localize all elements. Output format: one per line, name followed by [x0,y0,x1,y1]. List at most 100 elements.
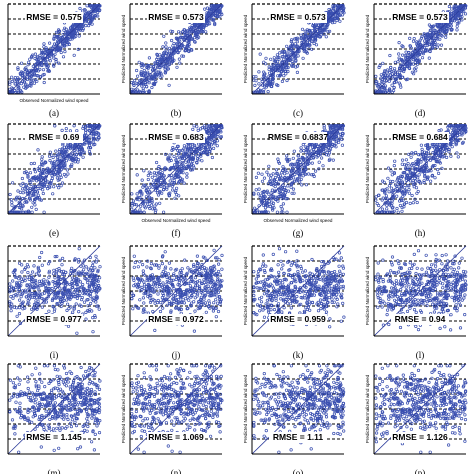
scatter-point [299,149,303,153]
scatter-point [437,171,441,175]
scatter-point [404,163,408,167]
scatter-point [285,44,289,48]
scatter-point [16,66,20,70]
scatter-point [460,12,464,16]
scatter-point [90,309,94,313]
scatter-point [219,4,223,8]
scatter-point [85,4,89,8]
scatter-point [197,35,201,39]
scatter-point [380,207,384,211]
scatter-point [314,169,318,173]
scatter-point [451,140,455,144]
scatter-point [162,210,166,214]
scatter-point [60,256,65,260]
scatter-point [42,60,46,64]
scatter-point [98,265,102,269]
scatter-point [301,56,305,60]
scatter-point [254,175,258,179]
scatter-point [10,75,14,79]
scatter-point [24,86,28,90]
scatter-point [96,14,100,18]
scatter-point [404,158,408,162]
scatter-point [218,8,222,12]
scatter-point [133,78,137,83]
scatter-point [171,30,175,34]
scatter-point [77,257,81,262]
scatter-point [175,50,180,54]
scatter-point [166,272,170,276]
scatter-point [38,75,43,79]
scatter-point [145,64,149,68]
scatter-point [433,176,437,180]
scatter-point [456,155,460,159]
scatter-point [152,68,156,72]
scatter-point [145,84,149,89]
scatter-point [141,88,145,92]
scatter-point [408,201,412,205]
scatter-point [41,68,46,72]
scatter-point [60,181,65,185]
scatter-point [265,170,269,174]
scatter-point [281,202,285,206]
scatter-point [415,200,419,205]
scatter-point [193,40,197,44]
scatter-point [35,55,39,59]
scatter-point [272,56,276,60]
scatter-point [256,192,260,196]
scatter-point [417,173,421,177]
x-axis-label: Observed Normalized wind speed [20,98,89,103]
scatter-point [72,124,76,128]
scatter-point [141,86,145,90]
scatter-point [57,47,61,52]
scatter-point [199,127,203,131]
scatter-point [286,189,291,193]
scatter-point [439,43,444,47]
scatter-point [148,72,152,77]
scatter-point [212,146,216,150]
scatter-point [152,64,156,69]
scatter-point [177,30,181,34]
scatter-point [53,283,57,287]
scatter-point [215,15,219,19]
scatter-point [395,206,399,211]
scatter-point [155,52,159,57]
scatter-point [32,161,37,165]
scatter-point [164,45,168,49]
scatter-point [445,155,449,159]
scatter-point [444,35,448,39]
scatter-point [182,181,186,185]
scatter-point [286,184,290,188]
scatter-point [53,124,57,128]
scatter-point [154,69,158,73]
scatter-point [57,37,62,41]
scatter-point [30,270,35,274]
scatter-point [142,68,146,73]
scatter-point [401,158,405,162]
scatter-point [137,60,141,64]
scatter-point [89,6,94,10]
scatter-point [141,269,145,273]
scatter-point [66,324,71,328]
scatter-point [374,195,378,199]
scatter-point [20,61,24,65]
scatter-point [65,43,69,47]
scatter-point [293,172,297,177]
scatter-point [177,57,181,61]
scatter-point [216,309,221,314]
scatter-point [320,156,324,160]
scatter-point [167,83,171,87]
scatter-point [161,45,165,49]
scatter-point [267,164,271,168]
scatter-point [276,157,280,161]
scatter-point [59,184,63,188]
scatter-point [180,54,184,58]
scatter-point [304,183,308,187]
scatter-point [52,185,56,189]
scatter-point [51,272,56,276]
scatter-point [433,163,437,168]
scatter-point [384,194,388,198]
scatter-point [403,186,407,190]
scatter-point [166,63,170,67]
scatter-point [409,155,413,159]
